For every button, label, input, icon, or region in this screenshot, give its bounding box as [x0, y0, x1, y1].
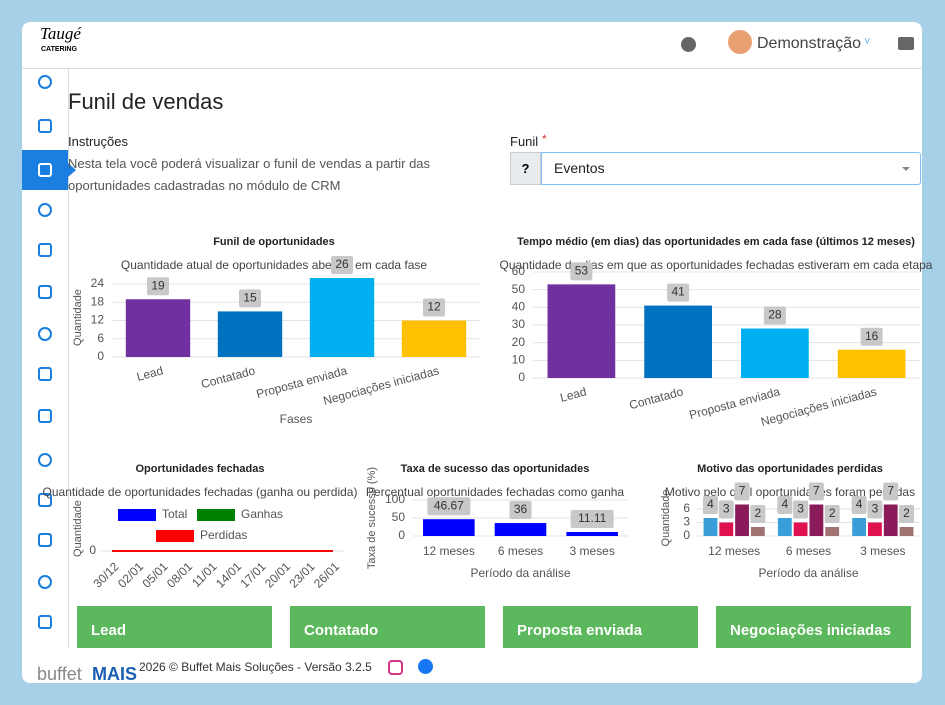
sidebar-icon[interactable] — [38, 163, 52, 177]
footer-brand: buffet — [37, 664, 82, 683]
sidebar-icon[interactable] — [38, 453, 52, 467]
sidebar-icon[interactable] — [38, 119, 52, 133]
page-title: Funil de vendas — [68, 89, 224, 114]
required-mark: * — [542, 132, 547, 146]
cart-icon[interactable] — [898, 37, 914, 50]
sidebar-icon[interactable] — [38, 243, 52, 257]
sidebar — [22, 68, 69, 683]
funnel-label: Funil — [510, 134, 539, 149]
app-window: Taugé CATERING Demonstração ˅ Funil de v… — [22, 22, 922, 683]
sidebar-icon[interactable] — [38, 575, 52, 589]
sidebar-icon[interactable] — [38, 203, 52, 217]
footer — [22, 648, 922, 683]
sidebar-icon[interactable] — [38, 533, 52, 547]
facebook-icon[interactable] — [418, 659, 433, 674]
sidebar-icon[interactable] — [38, 615, 52, 629]
user-name[interactable]: Demonstração — [757, 35, 862, 52]
card-negociacoes[interactable]: Negociações iniciadas — [716, 606, 911, 650]
instructions: Nesta tela você poderá visualizar o funi… — [68, 156, 431, 193]
help-button[interactable]: ? — [510, 152, 541, 185]
sidebar-icon[interactable] — [38, 493, 52, 507]
active-arrow — [68, 163, 76, 177]
sidebar-icon[interactable] — [38, 75, 52, 89]
select-caret — [902, 167, 910, 171]
logo: Taugé — [40, 24, 81, 43]
card-contatado[interactable]: Contatado — [290, 606, 485, 650]
instructions-title: Instruções — [68, 134, 128, 149]
logo-sub: CATERING — [41, 46, 78, 53]
card-proposta[interactable]: Proposta enviada — [503, 606, 698, 650]
header — [22, 22, 922, 69]
card-lead[interactable]: Lead — [77, 606, 272, 650]
avatar[interactable] — [728, 30, 752, 54]
sidebar-active[interactable] — [22, 150, 68, 190]
footer-brand-bold: MAIS — [92, 664, 137, 683]
instagram-icon[interactable] — [388, 660, 403, 675]
sidebar-icon[interactable] — [38, 285, 52, 299]
footer-text: 2026 © Buffet Mais Soluções - Versão 3.2… — [139, 660, 372, 674]
sidebar-icon[interactable] — [38, 327, 52, 341]
sidebar-icon[interactable] — [38, 367, 52, 381]
sidebar-icon[interactable] — [38, 409, 52, 423]
funnel-select[interactable]: Eventos — [541, 152, 921, 185]
chevron: ˅ — [864, 36, 871, 48]
alert-icon[interactable] — [681, 37, 696, 52]
